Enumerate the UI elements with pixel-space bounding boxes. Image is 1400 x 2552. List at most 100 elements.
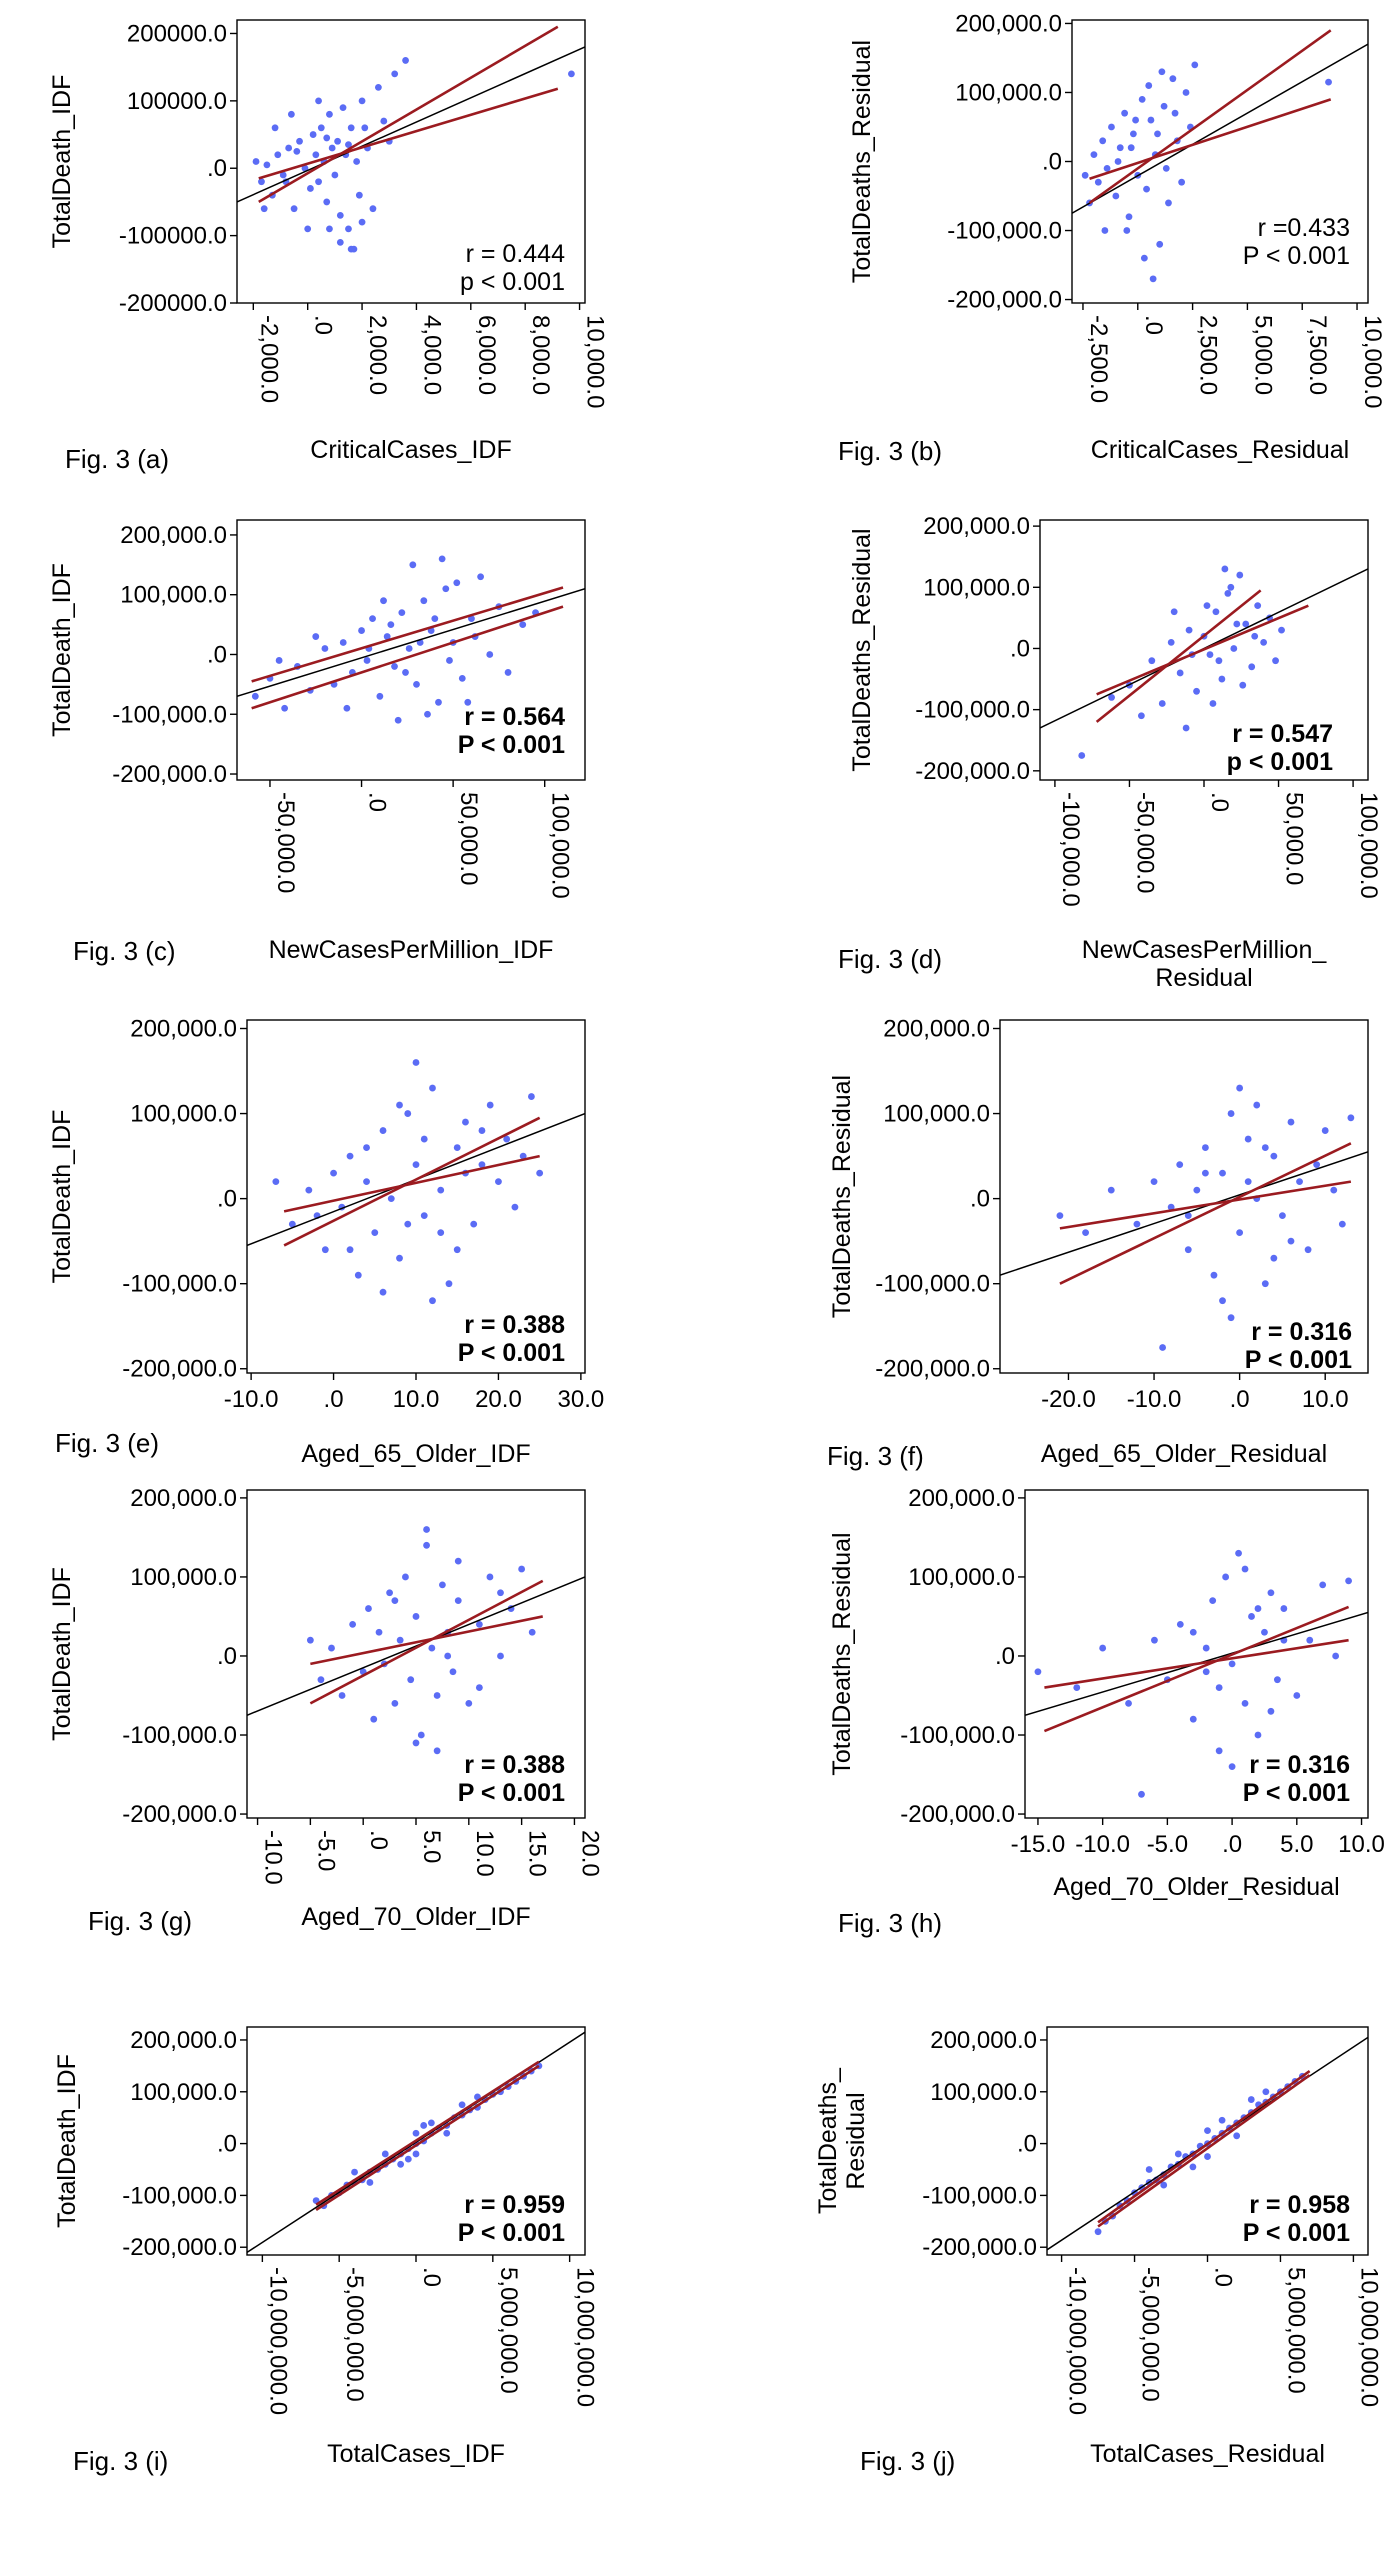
y-tick-label: 200,000.0 <box>130 1016 237 1043</box>
data-point <box>383 633 391 640</box>
data-point <box>1156 240 1164 248</box>
data-point <box>387 1195 395 1203</box>
data-point <box>1212 608 1220 616</box>
x-axis-label: NewCasesPerMillion_IDF <box>269 936 554 964</box>
data-point <box>1103 165 1111 172</box>
data-point <box>331 171 339 179</box>
y-axis-label: Residual <box>842 2092 870 2189</box>
data-point <box>1254 1731 1262 1739</box>
x-tick-label: -5.0 <box>1147 1831 1188 1858</box>
data-point <box>271 124 279 132</box>
data-point <box>475 1620 483 1628</box>
plot-area <box>237 555 585 724</box>
correlation-r-label: r = 0.547 <box>1232 720 1333 748</box>
data-point <box>1056 1212 1064 1220</box>
p-value-label: P < 0.001 <box>458 1779 565 1807</box>
x-tick-label: 50,000.0 <box>1281 792 1308 885</box>
data-point <box>1174 2150 1182 2158</box>
data-point <box>453 1144 461 1151</box>
data-point <box>305 1186 313 1194</box>
data-point <box>279 171 287 179</box>
data-point <box>477 573 484 581</box>
data-point <box>361 124 369 132</box>
data-point <box>396 1101 403 1109</box>
x-tick-label: -10.0 <box>1127 1386 1182 1413</box>
data-point <box>1189 2163 1197 2171</box>
ci-upper-line <box>1095 589 1262 723</box>
data-point <box>1101 227 1109 234</box>
data-point <box>397 2160 405 2168</box>
x-tick-label: -10,000,000.0 <box>264 2267 291 2415</box>
data-point <box>1078 752 1086 759</box>
x-tick-label: 20.0 <box>576 1830 603 1877</box>
correlation-r-label: r = 0.444 <box>466 240 565 268</box>
data-point <box>1227 583 1235 591</box>
data-point <box>412 1161 420 1169</box>
x-axis-label: Aged_65_Older_Residual <box>1041 1440 1327 1468</box>
plot-frame <box>1024 1489 1369 1819</box>
data-point <box>326 225 333 233</box>
correlation-r-label: r = 0.959 <box>464 2191 565 2219</box>
y-tick-label: -100,000.0 <box>112 701 227 728</box>
data-point <box>381 2150 389 2158</box>
data-point <box>369 205 377 213</box>
data-point <box>391 1597 399 1605</box>
data-point <box>1296 1178 1303 1186</box>
x-tick-label: 10,000,000.0 <box>572 2267 599 2407</box>
data-point <box>453 579 461 587</box>
data-point <box>287 110 295 118</box>
x-axis-label: CriticalCases_IDF <box>310 436 511 464</box>
figure-caption: Fig. 3 (f) <box>827 1441 924 1471</box>
data-point <box>470 1220 478 1228</box>
ci-lower-line <box>1044 1638 1349 1689</box>
data-point <box>1145 2166 1153 2173</box>
data-point <box>386 1589 393 1597</box>
y-tick-label: .0 <box>1042 149 1062 176</box>
data-point <box>1247 2096 1255 2103</box>
data-point <box>1204 2127 1211 2135</box>
y-tick-label: 100,000.0 <box>130 1101 237 1128</box>
data-point <box>1215 657 1223 665</box>
data-point <box>1228 1763 1236 1771</box>
ci-upper-line <box>1059 1142 1352 1285</box>
y-tick-label: .0 <box>207 641 227 668</box>
fit-line <box>237 588 585 698</box>
data-point <box>1171 109 1179 117</box>
data-point <box>1151 1636 1158 1644</box>
x-tick-label: -5,000,000.0 <box>1137 2267 1164 2402</box>
data-point <box>407 1676 415 1684</box>
x-tick-label: 50,000.0 <box>455 792 482 885</box>
x-tick-label: .0 <box>1230 1386 1250 1413</box>
data-point <box>336 238 344 246</box>
correlation-r-label: r = 0.564 <box>464 703 565 731</box>
y-tick-label: -100,000.0 <box>122 1722 237 1749</box>
data-point <box>528 1093 535 1100</box>
data-point <box>1218 2116 1226 2124</box>
data-point <box>417 1731 425 1739</box>
data-point <box>315 178 322 186</box>
data-point <box>251 692 259 700</box>
data-point <box>1182 724 1190 732</box>
x-tick-label: 15.0 <box>524 1830 551 1877</box>
x-tick-label: .0 <box>1210 2267 1237 2287</box>
ci-upper-line <box>315 2060 540 2206</box>
data-point <box>1158 68 1166 76</box>
data-point <box>304 225 312 233</box>
data-point <box>1209 1597 1217 1605</box>
y-tick-label: 100,000.0 <box>908 1564 1015 1591</box>
data-point <box>1203 602 1211 610</box>
data-point <box>1160 102 1168 110</box>
data-point <box>1143 185 1150 193</box>
y-tick-label: -200,000.0 <box>947 287 1062 314</box>
y-axis-label: TotalDeaths_Residual <box>848 40 876 283</box>
y-tick-label: 100,000.0 <box>923 574 1030 601</box>
data-point <box>1279 1212 1286 1220</box>
y-axis-label: TotalDeath_IDF <box>48 563 76 737</box>
data-point <box>453 1246 461 1254</box>
data-point <box>391 663 398 670</box>
y-tick-label: .0 <box>970 1186 990 1213</box>
data-point <box>495 1178 502 1186</box>
data-point <box>439 1581 446 1589</box>
data-point <box>363 1144 370 1151</box>
data-point <box>1244 1178 1252 1186</box>
